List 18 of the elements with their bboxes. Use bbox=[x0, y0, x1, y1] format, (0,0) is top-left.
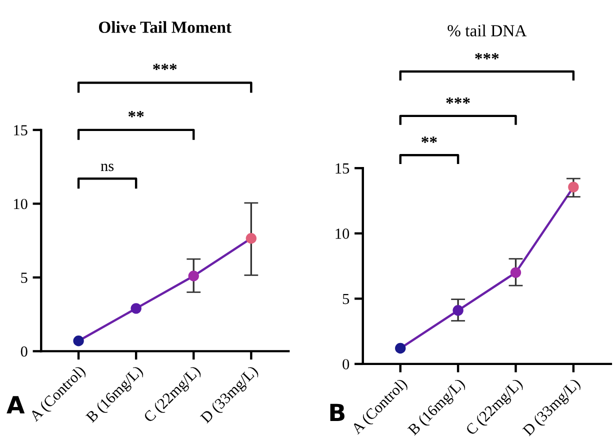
y-tick-label: 5 bbox=[21, 272, 28, 283]
chart-title: % tail DNA bbox=[448, 24, 527, 36]
text: *** bbox=[446, 97, 470, 104]
y-tick-label: 0 bbox=[342, 359, 350, 370]
y-tick-label: 15 bbox=[336, 163, 350, 174]
text: ** bbox=[128, 110, 144, 118]
y-tick-label: 10 bbox=[14, 198, 28, 210]
annotation: ns bbox=[100, 164, 114, 172]
y-tick-label: 15 bbox=[14, 125, 28, 136]
y-tick-label: 0 bbox=[20, 346, 28, 357]
text: ** bbox=[422, 136, 437, 143]
y-tick-label: 5 bbox=[342, 294, 350, 304]
text: *** bbox=[475, 53, 499, 60]
text: *** bbox=[153, 64, 177, 70]
text: A bbox=[6, 396, 25, 414]
text: B bbox=[330, 404, 344, 422]
chart-title: Olive Tail Moment bbox=[99, 21, 232, 33]
y-tick-label: 10 bbox=[336, 228, 350, 239]
